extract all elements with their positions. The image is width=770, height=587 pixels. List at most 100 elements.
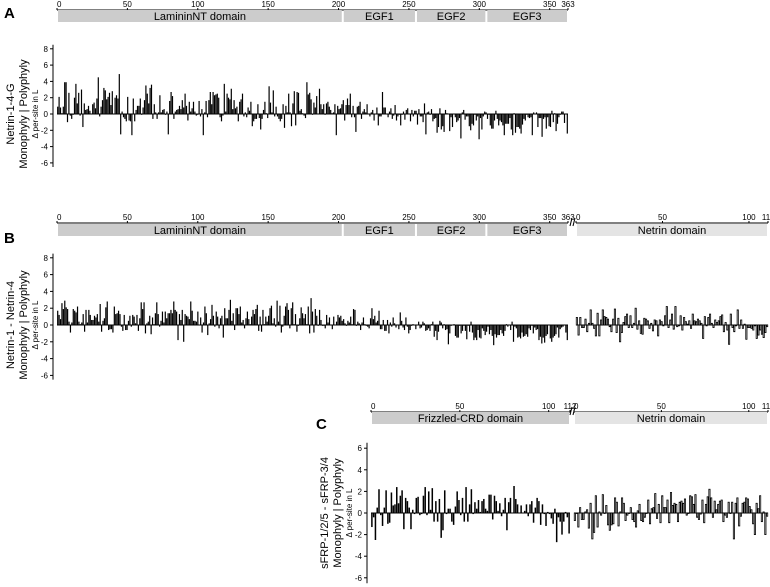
panel-a-y-tick-label: 8: [44, 45, 49, 54]
panel-b-bar: [747, 324, 750, 328]
panel-b-bar: [450, 325, 452, 326]
panel-b-bar: [453, 324, 455, 325]
panel-b-bar: [536, 325, 539, 330]
panel-b-bar: [544, 325, 546, 343]
panel-c-bar: [750, 509, 753, 514]
panel-b-bar: [528, 325, 530, 329]
panel-c-bar: [738, 512, 741, 527]
panel-b-bar: [566, 325, 568, 341]
panel-a-bar: [149, 87, 151, 114]
panel-b-bar: [102, 320, 104, 325]
panel-c-bar: [640, 512, 643, 521]
panel-a-bar: [248, 110, 251, 114]
panel-a-bar: [477, 114, 479, 117]
panel-a-y-tick-label: -2: [41, 126, 49, 135]
panel-a-bar: [351, 114, 353, 118]
panel-c-bar: [435, 501, 437, 513]
panel-c-x-tick-label: 111: [762, 402, 770, 411]
panel-b-bar: [201, 325, 203, 333]
panel-b-bar: [249, 324, 251, 325]
panel-a-bar: [79, 114, 81, 116]
panel-c-bar: [654, 493, 657, 514]
panel-a-bar: [387, 114, 389, 118]
panel-c-bar: [422, 495, 425, 513]
panel-a-bar: [103, 87, 105, 114]
panel-c-bar: [433, 513, 435, 522]
panel-a-bar: [531, 114, 533, 136]
panel-b-bar: [197, 311, 199, 325]
panel-b-bar: [493, 325, 495, 346]
panel-a: A -6 -4 -2 0 2 4 6 8 Netrin-1-4-G Monophyly | Poly…: [4, 0, 575, 169]
panel-c-bar: [447, 508, 450, 513]
panel-b-y-tick-label: 6: [44, 271, 49, 280]
panel-b-bar: [683, 317, 686, 326]
panel-b-bar: [355, 325, 357, 326]
panel-c-bar: [608, 512, 611, 531]
panel-a-bar: [314, 107, 316, 114]
panel-b-bar: [681, 324, 684, 331]
panel-a-bar: [356, 106, 358, 114]
panel-b-bar: [745, 324, 748, 340]
panel-b-bar: [662, 324, 665, 327]
panel-b-bar: [146, 323, 148, 325]
panel-b-bar: [275, 325, 277, 327]
panel-c-bar: [743, 501, 746, 514]
panel-b-bar: [693, 320, 696, 326]
panel-c-bar: [467, 513, 469, 522]
panel-b-bar: [412, 324, 414, 325]
panel-b-bar: [702, 324, 705, 339]
panel-a-bar: [307, 94, 309, 114]
panel-a-bar: [405, 109, 407, 114]
panel-b-bar: [234, 325, 236, 331]
panel-c-bar: [563, 513, 565, 522]
panel-b-bar: [698, 320, 701, 326]
panel-b-bar: [660, 321, 663, 326]
panel-b-bar: [86, 322, 89, 325]
panel-b-bar: [177, 325, 179, 341]
panel-b-bar: [280, 325, 282, 333]
panel-a-bar: [345, 105, 347, 114]
panel-a-bar: [311, 114, 314, 115]
panel-a-bar: [547, 114, 549, 118]
panel-a-bar: [521, 114, 524, 125]
panel-a-bar: [383, 107, 385, 114]
panel-a-bar: [362, 111, 364, 114]
panel-a-bar: [159, 95, 161, 114]
panel-a-x-tick-label: 350: [543, 0, 557, 9]
panel-b-bar: [61, 303, 63, 325]
panel-c-bar: [582, 512, 585, 520]
panel-a-bar: [230, 88, 232, 114]
panel-b-bar: [738, 324, 741, 329]
panel-c-bar: [656, 512, 659, 519]
panel-a-bar: [59, 107, 62, 114]
panel-a-bar: [489, 114, 491, 126]
panel-a-bar: [83, 103, 85, 114]
panel-a-bar: [386, 114, 388, 115]
panel-c-bar: [669, 492, 673, 514]
panel-a-bar: [562, 111, 564, 114]
panel-b-bar: [372, 319, 374, 325]
panel-b-bar: [715, 322, 718, 326]
panel-b-bar: [348, 322, 350, 325]
panel-c-bar: [406, 501, 409, 513]
panel-b-bar: [207, 325, 209, 336]
panel-c-bar: [680, 500, 683, 514]
panel-a-bar: [290, 114, 293, 127]
panel-b-y-tick-label: 4: [44, 287, 49, 296]
panel-b-bar: [420, 325, 423, 328]
panel-c-ylabel-name: sFRP-1/2/5 - sFRP-3/4: [319, 457, 331, 569]
panel-a-domain-label: LamininNT domain: [154, 11, 246, 23]
panel-a-bar: [106, 99, 108, 114]
panel-c-bar: [532, 513, 535, 523]
panel-a-bar: [377, 114, 379, 126]
panel-b-bar: [297, 325, 299, 326]
panel-a-bar: [423, 103, 426, 114]
panel-a-bar: [384, 107, 386, 114]
panel-c-bar: [511, 513, 514, 514]
panel-b-bar: [119, 314, 121, 325]
panel-a-bar: [450, 114, 452, 118]
panel-b-bar: [310, 298, 312, 325]
panel-b-bar: [484, 325, 486, 336]
panel-b-bar: [617, 317, 620, 326]
